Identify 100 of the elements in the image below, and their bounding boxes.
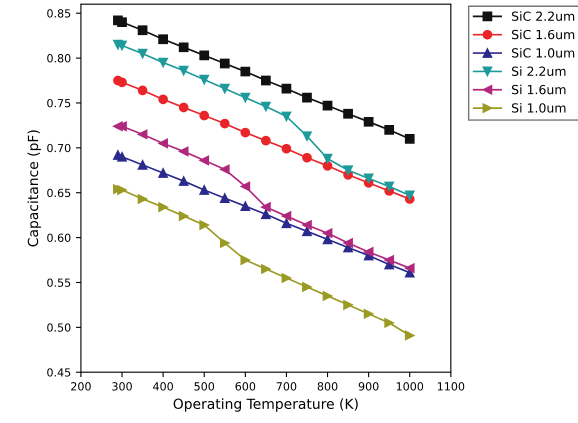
point — [302, 131, 312, 142]
point — [178, 211, 189, 221]
point — [240, 201, 250, 212]
point — [199, 50, 210, 60]
point — [364, 247, 374, 257]
point — [138, 86, 148, 96]
point — [199, 185, 210, 195]
y-tick-label: 0.85 — [47, 9, 70, 18]
point — [240, 182, 250, 192]
point — [158, 202, 168, 212]
point — [322, 228, 332, 238]
point — [158, 94, 168, 104]
x-tick-label: 400 — [153, 382, 173, 391]
point — [322, 234, 332, 244]
point — [178, 176, 189, 186]
point — [343, 165, 353, 176]
point — [220, 118, 230, 128]
x-tick-label: 200 — [71, 382, 91, 391]
point — [178, 102, 189, 112]
point — [404, 330, 415, 340]
point — [364, 116, 374, 127]
y-tick-label: 0.65 — [47, 188, 70, 198]
point — [117, 77, 127, 88]
point — [158, 138, 168, 148]
legend-label: Si 2.2um — [512, 66, 566, 76]
point — [384, 125, 394, 135]
point — [220, 193, 230, 203]
point — [282, 84, 292, 94]
y-tick-label: 0.80 — [47, 54, 70, 62]
y-tick-label: 0.75 — [47, 98, 70, 108]
point — [117, 152, 127, 162]
x-tick-label: 600 — [236, 382, 256, 391]
point — [322, 291, 332, 301]
legend-label: Si 1.6um — [512, 84, 566, 94]
x-axis-title: Operating Temperature (K) — [174, 398, 358, 412]
point — [282, 218, 292, 228]
point — [302, 152, 312, 163]
point — [384, 318, 394, 328]
point — [138, 130, 148, 140]
point — [343, 300, 353, 310]
point — [261, 264, 271, 274]
point — [220, 164, 230, 174]
point — [302, 282, 312, 292]
point — [261, 102, 271, 112]
point — [404, 134, 415, 144]
point — [117, 185, 127, 195]
point — [199, 110, 210, 120]
point — [322, 100, 332, 111]
y-axis-title: Capacitance (pF) — [27, 130, 41, 246]
point — [240, 66, 250, 76]
point — [322, 154, 332, 164]
x-tick-label: 1100 — [438, 382, 464, 391]
point — [404, 263, 415, 273]
point — [199, 220, 210, 230]
y-tick-label: 0.45 — [47, 368, 70, 377]
x-tick-label: 500 — [194, 382, 214, 391]
point — [240, 255, 250, 265]
point — [302, 92, 312, 102]
legend-label: Si 1.0um — [512, 102, 566, 113]
point — [199, 74, 210, 84]
point — [178, 66, 189, 76]
point — [282, 144, 292, 154]
point — [282, 211, 292, 221]
x-tick-label: 1000 — [396, 382, 424, 391]
point — [384, 182, 394, 192]
point — [199, 156, 210, 166]
point — [158, 34, 168, 44]
point — [364, 309, 374, 319]
point — [261, 76, 271, 86]
point — [158, 168, 168, 178]
point — [138, 25, 148, 36]
point — [343, 108, 353, 119]
point — [138, 194, 148, 204]
legend-label: SiC 1.6um — [512, 30, 574, 40]
point — [404, 190, 415, 200]
x-tick-label: 900 — [358, 382, 378, 391]
point — [178, 42, 189, 52]
legend-label: SiC 2.2um — [512, 11, 574, 21]
point — [261, 136, 271, 146]
point — [282, 273, 292, 283]
point — [364, 174, 374, 184]
point — [343, 238, 353, 248]
point — [240, 92, 250, 102]
x-tick-label: 300 — [112, 382, 132, 391]
point — [282, 112, 292, 122]
point — [178, 146, 189, 156]
point — [117, 17, 127, 28]
y-tick-label: 0.55 — [47, 278, 70, 287]
point — [220, 58, 230, 68]
x-tick-label: 800 — [318, 382, 338, 391]
legend-label: SiC 1.0um — [512, 48, 574, 58]
point — [302, 220, 312, 230]
point — [220, 238, 230, 248]
point — [138, 160, 148, 170]
y-tick-label: 0.70 — [47, 144, 70, 152]
point — [240, 128, 250, 138]
y-tick-label: 0.50 — [47, 323, 70, 332]
point — [158, 58, 168, 68]
point — [322, 160, 332, 171]
point — [302, 226, 312, 236]
